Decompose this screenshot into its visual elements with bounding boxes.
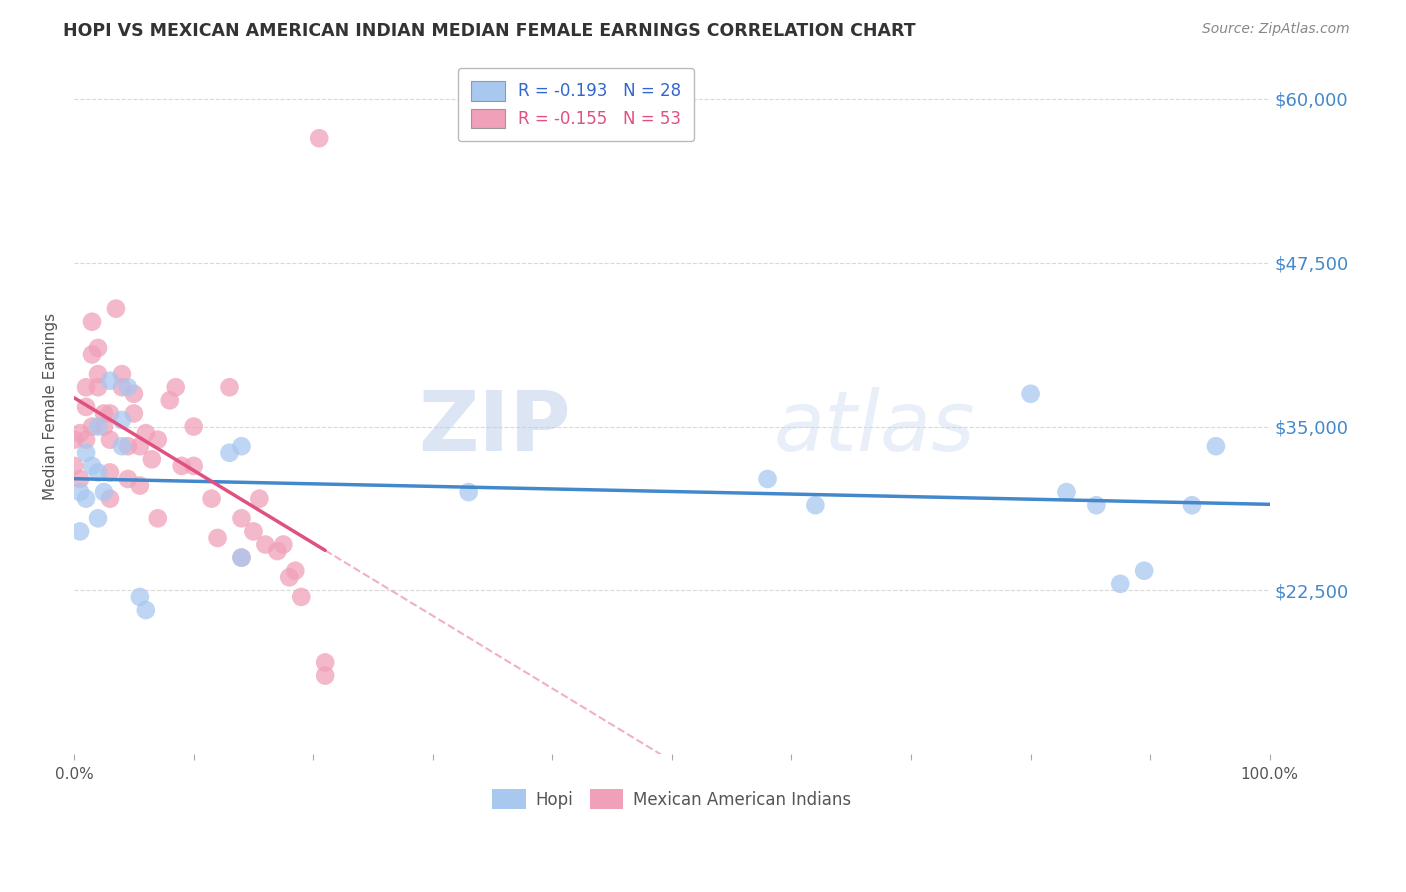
Point [1109,577,1132,591]
Point [284,564,307,578]
Point [80,347,103,361]
Point [135,426,157,441]
Point [231,439,253,453]
Point [75,380,97,394]
Point [69,426,91,441]
Point [1133,564,1156,578]
Point [111,367,134,381]
Point [98,466,121,480]
Legend: Hopi, Mexican American Indians: Hopi, Mexican American Indians [485,783,858,815]
Point [128,590,150,604]
Point [80,458,103,473]
Text: ZIP: ZIP [418,387,571,468]
Point [93,407,115,421]
Point [170,458,193,473]
Point [207,531,229,545]
Point [93,485,115,500]
Point [122,407,145,421]
Point [218,446,240,460]
Y-axis label: Median Female Earnings: Median Female Earnings [44,313,58,500]
Point [159,393,181,408]
Point [308,131,330,145]
Point [128,439,150,453]
Point [1181,498,1204,512]
Point [69,485,91,500]
Point [273,537,295,551]
Point [69,524,91,539]
Point [63,433,86,447]
Point [457,485,479,500]
Point [111,439,134,453]
Point [75,433,97,447]
Point [75,400,97,414]
Point [98,433,121,447]
Point [1085,498,1108,512]
Point [98,374,121,388]
Point [135,603,157,617]
Point [278,570,301,584]
Point [63,458,86,473]
Point [200,491,222,506]
Point [80,315,103,329]
Point [290,590,312,604]
Point [231,550,253,565]
Point [69,472,91,486]
Point [122,386,145,401]
Point [104,301,127,316]
Point [87,511,110,525]
Point [87,419,110,434]
Point [128,478,150,492]
Point [87,341,110,355]
Point [165,380,187,394]
Point [117,472,139,486]
Text: Source: ZipAtlas.com: Source: ZipAtlas.com [1202,22,1350,37]
Text: atlas: atlas [773,387,976,468]
Point [266,544,288,558]
Point [231,550,253,565]
Point [93,419,115,434]
Point [183,419,205,434]
Point [98,491,121,506]
Point [75,491,97,506]
Point [242,524,264,539]
Point [111,413,134,427]
Point [75,446,97,460]
Point [141,452,163,467]
Point [117,380,139,394]
Point [1205,439,1227,453]
Point [756,472,779,486]
Point [1056,485,1078,500]
Point [314,668,336,682]
Point [87,466,110,480]
Point [804,498,827,512]
Text: HOPI VS MEXICAN AMERICAN INDIAN MEDIAN FEMALE EARNINGS CORRELATION CHART: HOPI VS MEXICAN AMERICAN INDIAN MEDIAN F… [63,22,915,40]
Point [249,491,271,506]
Point [117,439,139,453]
Point [146,433,169,447]
Point [231,511,253,525]
Point [146,511,169,525]
Point [98,407,121,421]
Point [218,380,240,394]
Point [111,380,134,394]
Point [87,367,110,381]
Point [1019,386,1042,401]
Point [87,380,110,394]
Point [254,537,277,551]
Point [80,419,103,434]
Point [314,656,336,670]
Point [183,458,205,473]
